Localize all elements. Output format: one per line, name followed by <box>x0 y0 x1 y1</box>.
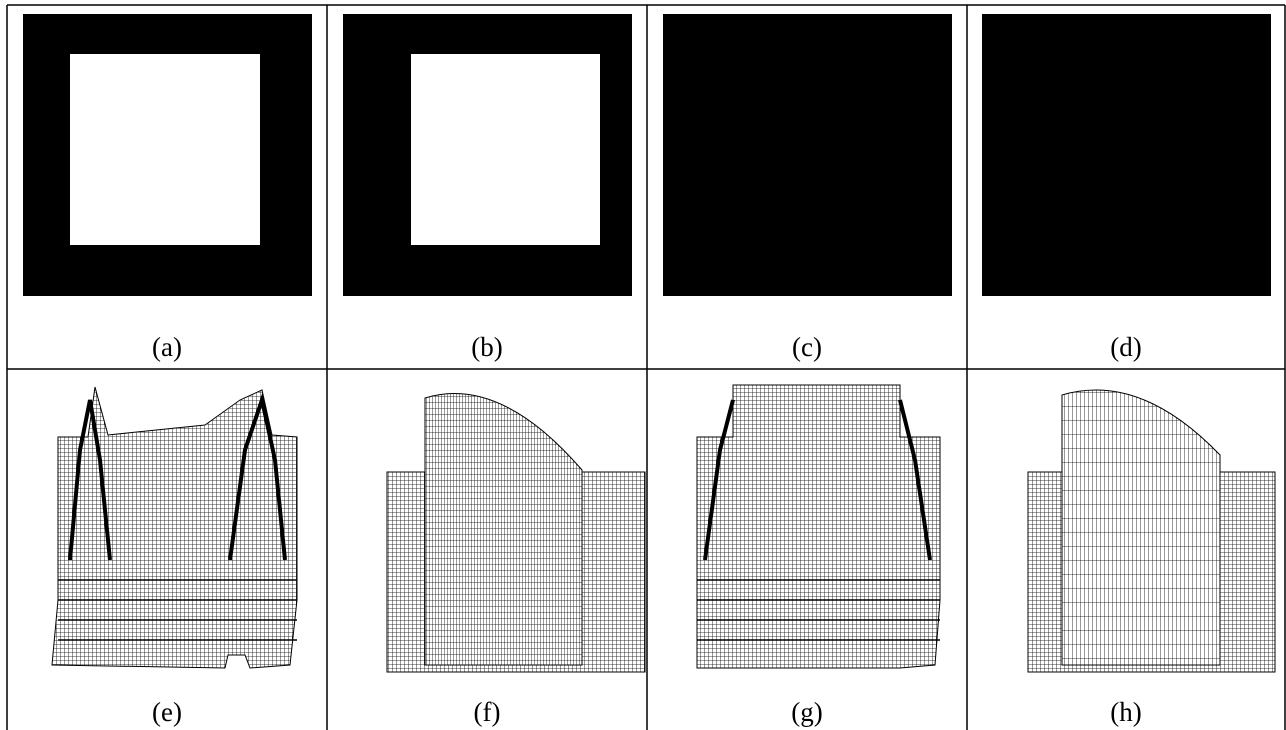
panel-label: (c) <box>792 332 822 362</box>
panel-label: (f) <box>474 697 501 727</box>
mesh-h <box>1028 390 1275 672</box>
mesh-f <box>387 394 645 672</box>
panel-label: (e) <box>152 697 182 727</box>
panel-label: (d) <box>1110 332 1141 362</box>
image-b <box>343 14 632 296</box>
mesh-e <box>52 387 297 668</box>
image-a <box>23 14 312 296</box>
mesh-g <box>697 385 940 668</box>
image-c <box>663 14 952 296</box>
panel-label: (b) <box>471 332 502 362</box>
image-d <box>982 14 1271 296</box>
panel-label: (h) <box>1110 697 1141 727</box>
panel-label: (g) <box>791 697 822 727</box>
panel-label: (a) <box>152 332 182 362</box>
figure: (a) (b) (c) (d) (e) (f) (g) (h) <box>0 0 1286 730</box>
